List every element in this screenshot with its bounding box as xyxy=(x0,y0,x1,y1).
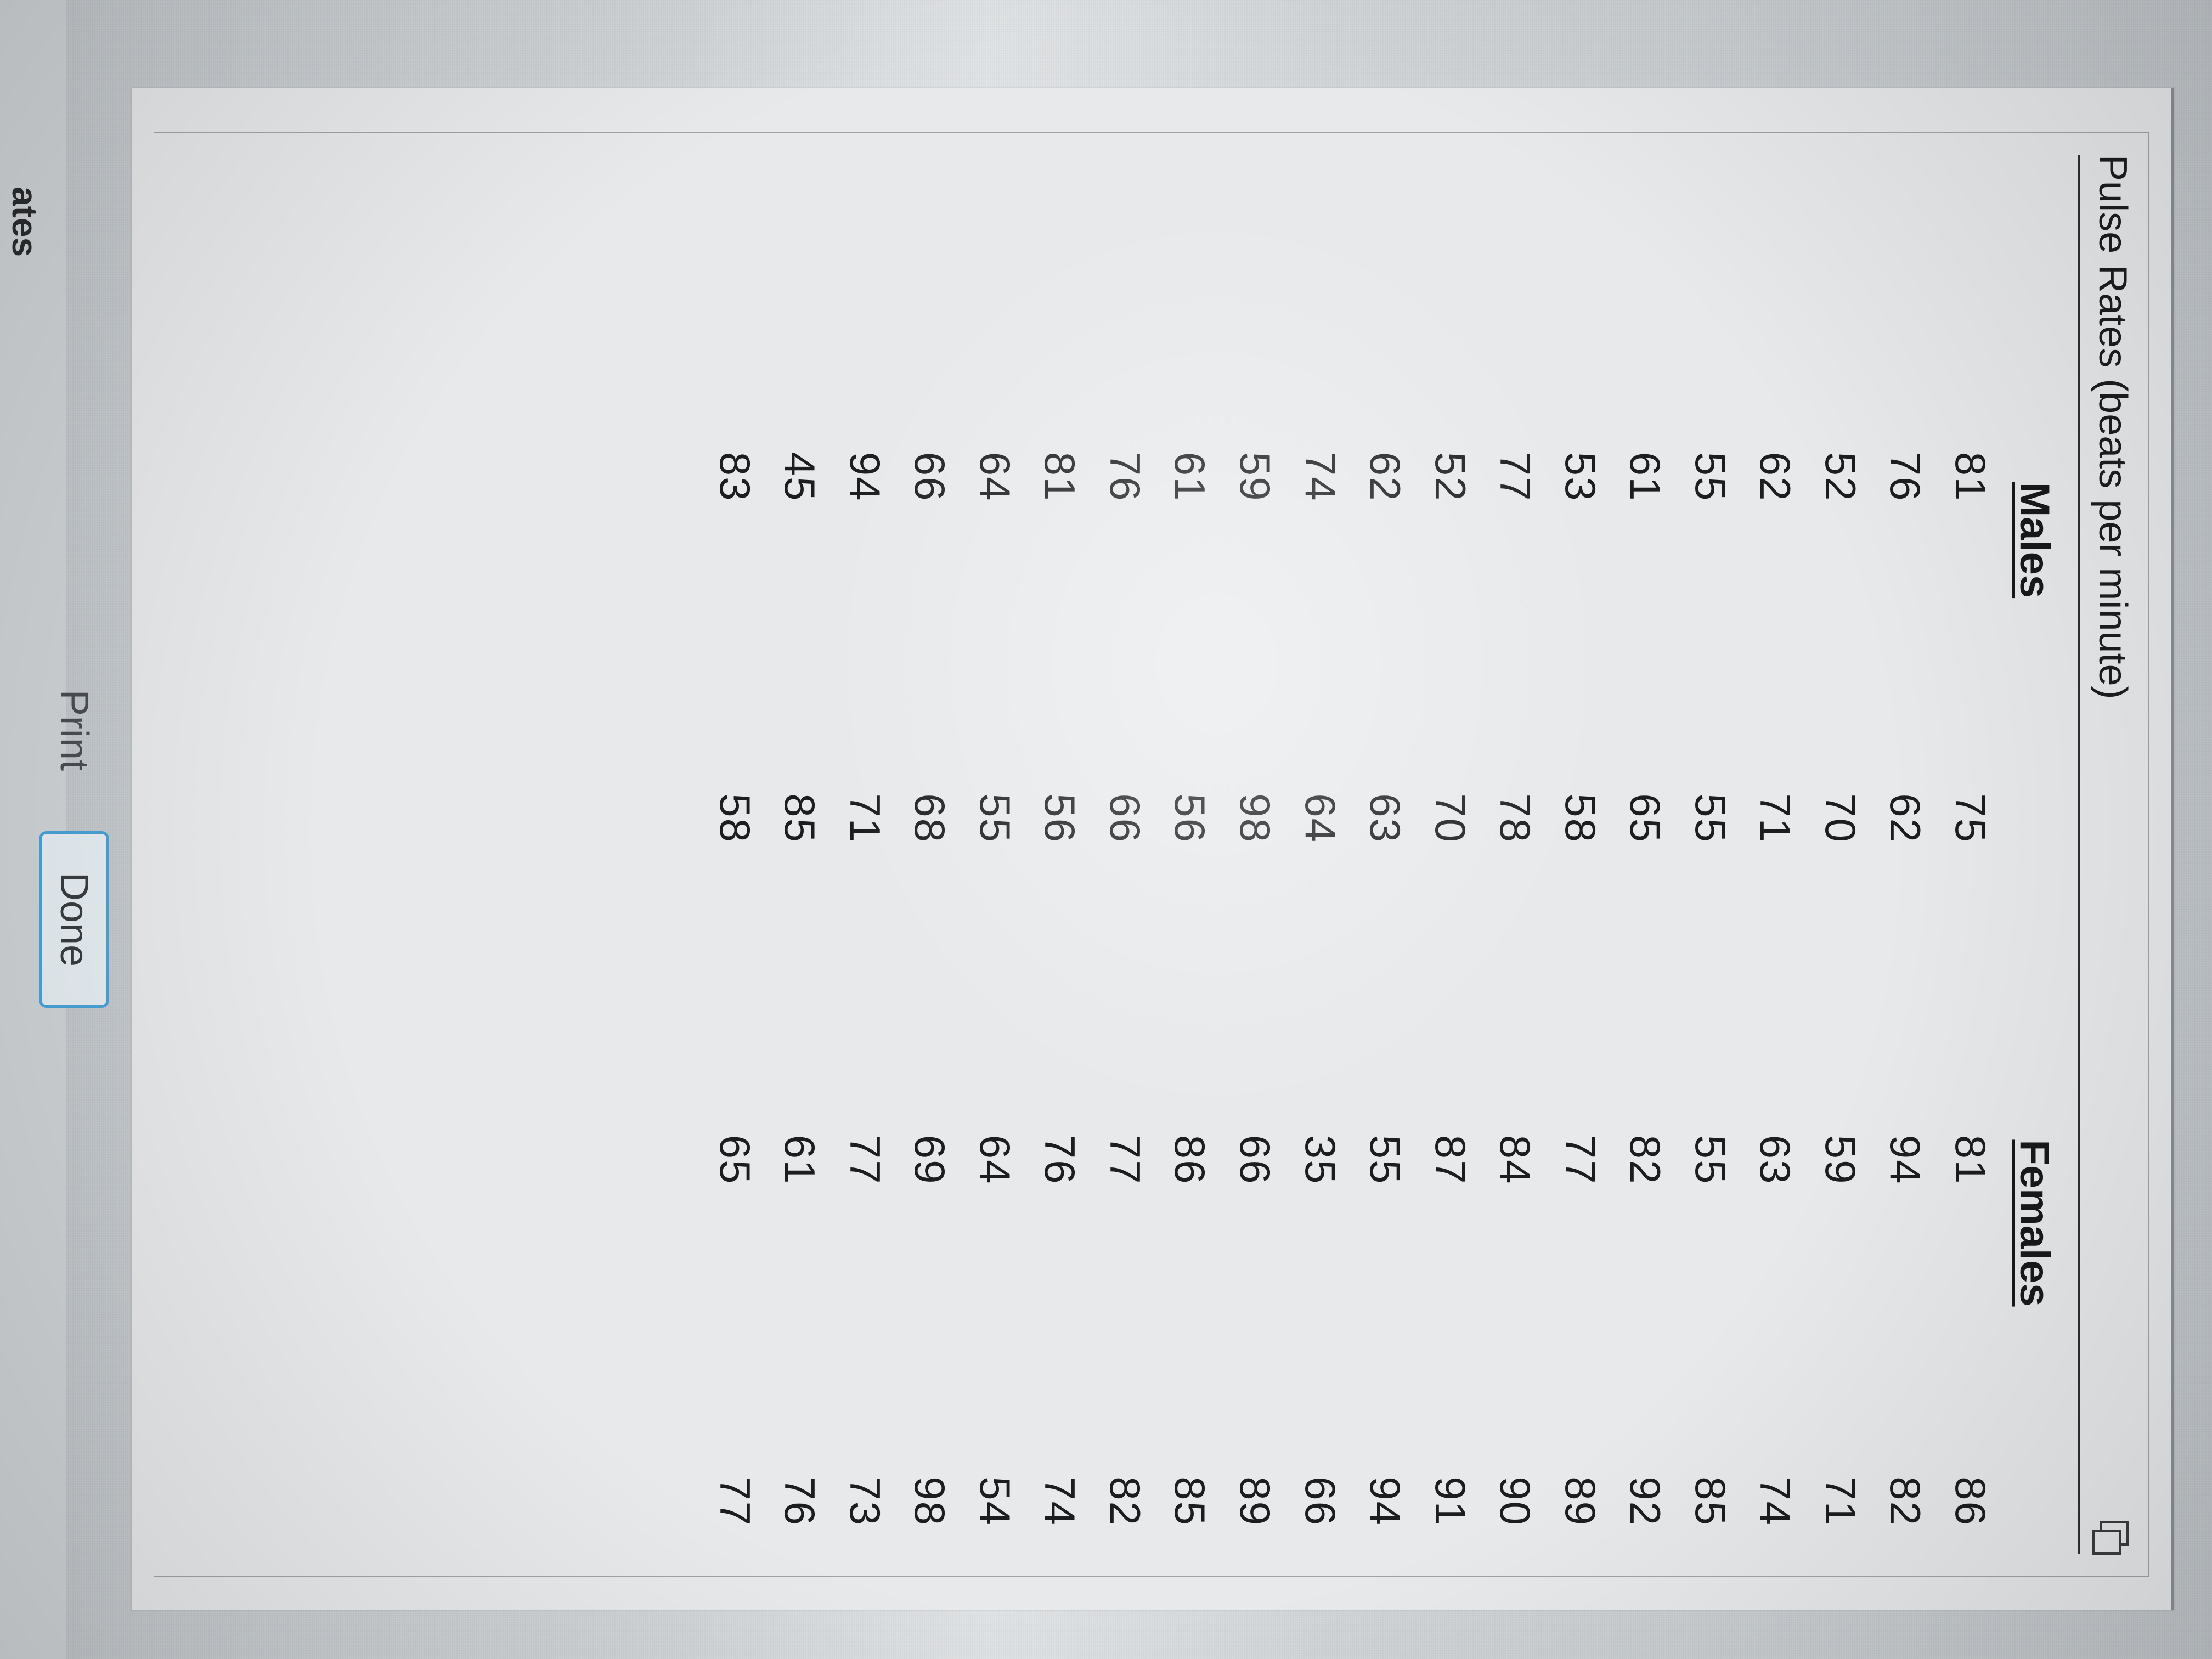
data-table-dialog: Pulse Rates (beats per minute) Males Fem… xyxy=(132,88,2174,1610)
data-cell: 87 xyxy=(1418,920,1483,1185)
data-cell: 76 xyxy=(768,1262,833,1527)
data-cell: 70 xyxy=(1418,579,1483,844)
data-cell: 76 xyxy=(1092,237,1158,502)
data-cell: 45 xyxy=(768,237,833,502)
data-cell: 77 xyxy=(702,1262,768,1527)
data-cell: 92 xyxy=(1613,1262,1678,1527)
data-cell: 66 xyxy=(898,237,963,502)
title-row: Pulse Rates (beats per minute) xyxy=(2080,133,2148,1576)
data-cell: 76 xyxy=(1873,237,1938,502)
data-cell: 74 xyxy=(1288,237,1353,502)
data-cell: 62 xyxy=(1873,579,1938,844)
data-cell: 82 xyxy=(1092,1262,1158,1527)
data-cell: 77 xyxy=(1092,920,1158,1185)
data-cell: 98 xyxy=(898,1262,963,1527)
data-cell: 55 xyxy=(962,579,1028,844)
data-cell: 58 xyxy=(1548,579,1613,844)
column-header-males: Males xyxy=(2003,237,2058,843)
copy-icon[interactable] xyxy=(2095,1519,2130,1554)
data-cell: 82 xyxy=(1873,1262,1938,1527)
data-cell: 94 xyxy=(1353,1262,1418,1527)
data-cell: 58 xyxy=(702,579,768,844)
data-cell: 77 xyxy=(832,920,898,1185)
title-underline xyxy=(2078,155,2080,1554)
dialog-inner: Pulse Rates (beats per minute) Males Fem… xyxy=(154,132,2149,1577)
data-cell: 69 xyxy=(898,920,963,1185)
data-cell: 64 xyxy=(962,237,1028,502)
data-cell: 84 xyxy=(1483,920,1548,1185)
data-cell: 74 xyxy=(1028,1262,1093,1527)
dialog-footer: Print Done xyxy=(27,88,121,1610)
done-button[interactable]: Done xyxy=(39,831,109,1008)
data-cell: 55 xyxy=(1678,579,1743,844)
data-cell: 62 xyxy=(1353,237,1418,502)
data-cell: 76 xyxy=(1028,920,1093,1185)
column-header-females: Females xyxy=(2003,920,2058,1526)
data-cell: 63 xyxy=(1743,920,1808,1185)
data-grid: Males Females 81758186766294825270597162… xyxy=(702,133,2058,1576)
data-cell: 64 xyxy=(1288,579,1353,844)
data-cell: 55 xyxy=(1678,237,1743,502)
data-cell: 55 xyxy=(1678,920,1743,1185)
data-cell: 89 xyxy=(1222,1262,1288,1527)
data-cell: 73 xyxy=(832,1262,898,1527)
data-cell: 61 xyxy=(1158,237,1223,502)
data-cell: 91 xyxy=(1418,1262,1483,1527)
data-cell: 90 xyxy=(1483,1262,1548,1527)
data-cell: 75 xyxy=(1938,579,2003,844)
data-cell: 59 xyxy=(1808,920,1873,1185)
data-cell: 55 xyxy=(1353,920,1418,1185)
data-cell: 71 xyxy=(1808,1262,1873,1527)
data-cell: 61 xyxy=(1613,237,1678,502)
data-cell: 81 xyxy=(1028,237,1093,502)
data-cell: 98 xyxy=(1222,579,1288,844)
data-cell: 78 xyxy=(1483,579,1548,844)
data-cell: 81 xyxy=(1938,920,2003,1185)
data-cell: 53 xyxy=(1548,237,1613,502)
data-cell: 83 xyxy=(702,237,768,502)
data-cell: 56 xyxy=(1158,579,1223,844)
data-cell: 85 xyxy=(1678,1262,1743,1527)
print-link[interactable]: Print xyxy=(52,690,97,771)
data-cell: 63 xyxy=(1353,579,1418,844)
data-cell: 65 xyxy=(702,920,768,1185)
data-cell: 56 xyxy=(1028,579,1093,844)
data-cell: 81 xyxy=(1938,237,2003,502)
data-cell: 77 xyxy=(1483,237,1548,502)
data-cell: 71 xyxy=(1743,579,1808,844)
data-cell: 66 xyxy=(1222,920,1288,1185)
dialog-title: Pulse Rates (beats per minute) xyxy=(2090,155,2135,699)
data-cell: 86 xyxy=(1158,920,1223,1185)
data-cell: 35 xyxy=(1288,920,1353,1185)
data-cell: 77 xyxy=(1548,920,1613,1185)
data-cell: 71 xyxy=(832,579,898,844)
data-cell: 61 xyxy=(768,920,833,1185)
data-cell: 74 xyxy=(1743,1262,1808,1527)
data-cell: 52 xyxy=(1808,237,1873,502)
data-cell: 89 xyxy=(1548,1262,1613,1527)
data-cell: 62 xyxy=(1743,237,1808,502)
data-cell: 66 xyxy=(1288,1262,1353,1527)
data-cell: 54 xyxy=(962,1262,1028,1527)
data-cell: 86 xyxy=(1938,1262,2003,1527)
data-cell: 85 xyxy=(1158,1262,1223,1527)
data-cell: 52 xyxy=(1418,237,1483,502)
data-cell: 70 xyxy=(1808,579,1873,844)
data-cell: 65 xyxy=(1613,579,1678,844)
data-cell: 59 xyxy=(1222,237,1288,502)
data-cell: 66 xyxy=(1092,579,1158,844)
data-cell: 85 xyxy=(768,579,833,844)
data-cell: 82 xyxy=(1613,920,1678,1185)
data-cell: 68 xyxy=(898,579,963,844)
data-cell: 94 xyxy=(832,237,898,502)
data-cell: 94 xyxy=(1873,920,1938,1185)
data-cell: 64 xyxy=(962,920,1028,1185)
